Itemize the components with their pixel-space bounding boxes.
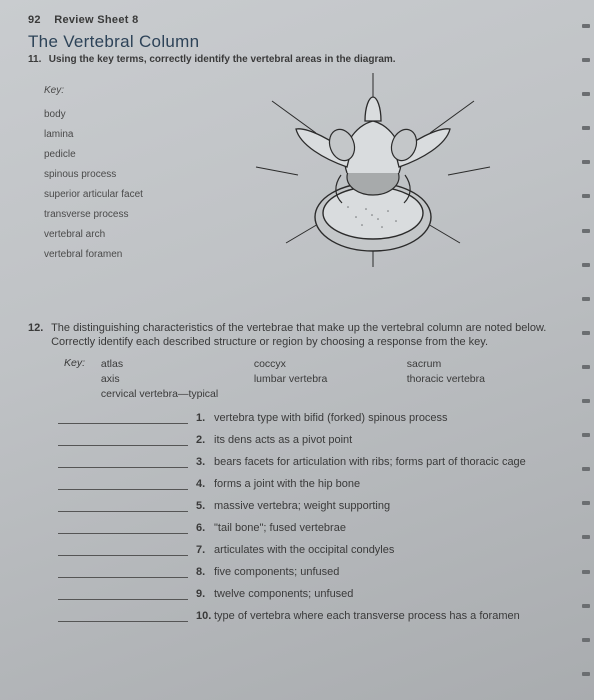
item-text: forms a joint with the hip bone	[214, 478, 568, 490]
item-text: its dens acts as a pivot point	[214, 434, 568, 446]
spiral-binding	[582, 24, 592, 676]
sheet-label: Review Sheet 8	[54, 14, 138, 26]
q12-items: 1.vertebra type with bifid (forked) spin…	[58, 412, 568, 622]
answer-blank[interactable]	[58, 456, 188, 468]
key-term: vertebral arch	[44, 225, 143, 245]
item-text: twelve components; unfused	[214, 588, 568, 600]
item-num: 10.	[196, 610, 214, 622]
q12-text: The distinguishing characteristics of th…	[51, 321, 551, 349]
item-text: bears facets for articulation with ribs;…	[214, 456, 568, 468]
answer-blank[interactable]	[58, 412, 188, 424]
key-term: body	[44, 105, 143, 125]
key-term: transverse process	[44, 205, 143, 225]
key-term: cervical vertebra—typical	[101, 387, 251, 402]
q11-body: Key: body lamina pedicle spinous process…	[28, 75, 568, 285]
fill-blank-row: 2.its dens acts as a pivot point	[58, 434, 568, 446]
page-header: 92 Review Sheet 8	[28, 14, 568, 26]
answer-blank[interactable]	[58, 500, 188, 512]
item-text: type of vertebra where each transverse p…	[214, 610, 568, 622]
fill-blank-row: 10.type of vertebra where each transvers…	[58, 610, 568, 622]
vertebra-diagram	[238, 67, 508, 277]
item-num: 9.	[196, 588, 214, 600]
fill-blank-row: 5.massive vertebra; weight supporting	[58, 500, 568, 512]
answer-blank[interactable]	[58, 610, 188, 622]
item-num: 2.	[196, 434, 214, 446]
key-term: superior articular facet	[44, 185, 143, 205]
q12-key: Key: atlas axis cervical vertebra—typica…	[64, 357, 568, 402]
item-num: 7.	[196, 544, 214, 556]
answer-blank[interactable]	[58, 588, 188, 600]
key-col-3: sacrum thoracic vertebra	[407, 357, 557, 387]
key-term: sacrum	[407, 357, 557, 372]
item-num: 8.	[196, 566, 214, 578]
item-num: 3.	[196, 456, 214, 468]
item-text: "tail bone"; fused vertebrae	[214, 522, 568, 534]
key-term: coccyx	[254, 357, 404, 372]
question-11: 11. Using the key terms, correctly ident…	[28, 54, 568, 65]
key-term: pedicle	[44, 145, 143, 165]
key-term: atlas	[101, 357, 251, 372]
key-term: spinous process	[44, 165, 143, 185]
item-text: vertebra type with bifid (forked) spinou…	[214, 412, 568, 424]
q11-key-label: Key:	[44, 81, 143, 101]
key-term: lumbar vertebra	[254, 372, 404, 387]
fill-blank-row: 7.articulates with the occipital condyle…	[58, 544, 568, 556]
answer-blank[interactable]	[58, 566, 188, 578]
answer-blank[interactable]	[58, 522, 188, 534]
item-text: five components; unfused	[214, 566, 568, 578]
worksheet-page: 92 Review Sheet 8 The Vertebral Column 1…	[0, 0, 594, 700]
fill-blank-row: 3.bears facets for articulation with rib…	[58, 456, 568, 468]
key-term: vertebral foramen	[44, 245, 143, 265]
key-col-1: atlas axis cervical vertebra—typical	[101, 357, 251, 402]
key-term: axis	[101, 372, 251, 387]
item-text: articulates with the occipital condyles	[214, 544, 568, 556]
q12-key-label: Key:	[64, 357, 98, 369]
item-num: 4.	[196, 478, 214, 490]
fill-blank-row: 8.five components; unfused	[58, 566, 568, 578]
item-num: 5.	[196, 500, 214, 512]
answer-blank[interactable]	[58, 478, 188, 490]
answer-blank[interactable]	[58, 544, 188, 556]
key-term: thoracic vertebra	[407, 372, 557, 387]
item-num: 6.	[196, 522, 214, 534]
key-term: lamina	[44, 125, 143, 145]
q11-number: 11.	[28, 54, 46, 65]
section-title: The Vertebral Column	[28, 32, 568, 52]
q11-key-list: Key: body lamina pedicle spinous process…	[44, 81, 143, 265]
q11-text: Using the key terms, correctly identify …	[49, 54, 396, 65]
question-12: 12. The distinguishing characteristics o…	[28, 321, 568, 349]
q12-number: 12.	[28, 321, 48, 335]
fill-blank-row: 4.forms a joint with the hip bone	[58, 478, 568, 490]
fill-blank-row: 1.vertebra type with bifid (forked) spin…	[58, 412, 568, 424]
fill-blank-row: 6."tail bone"; fused vertebrae	[58, 522, 568, 534]
item-num: 1.	[196, 412, 214, 424]
item-text: massive vertebra; weight supporting	[214, 500, 568, 512]
page-number: 92	[28, 14, 41, 26]
fill-blank-row: 9.twelve components; unfused	[58, 588, 568, 600]
key-col-2: coccyx lumbar vertebra	[254, 357, 404, 387]
answer-blank[interactable]	[58, 434, 188, 446]
